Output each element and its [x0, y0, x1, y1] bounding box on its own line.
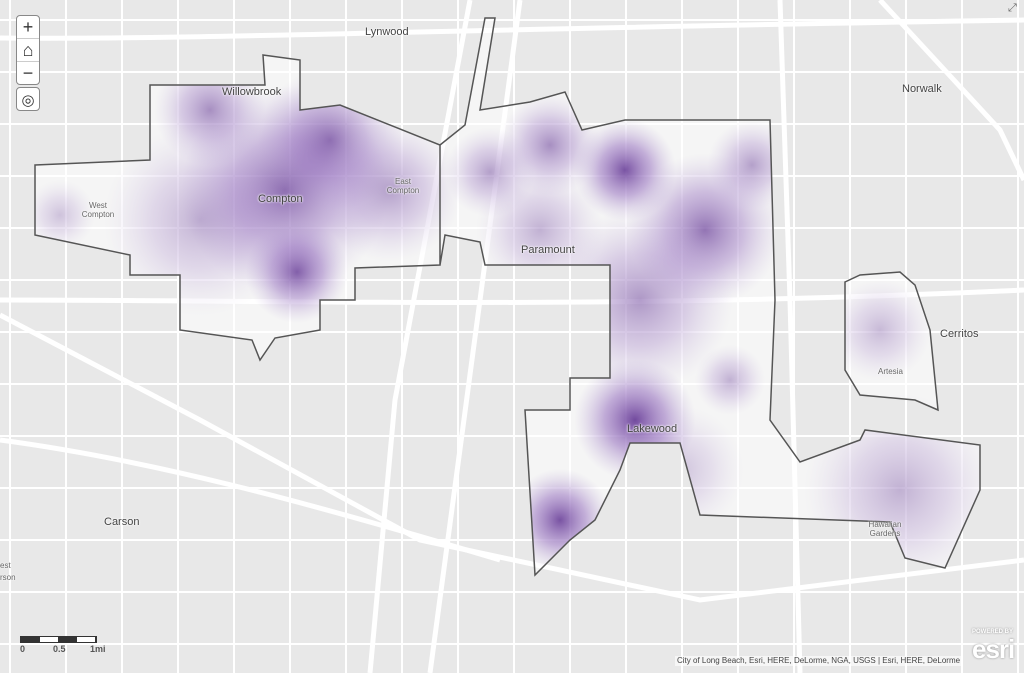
road: [0, 312, 1024, 603]
heat-spot: [828, 278, 932, 382]
place-label: East Compton: [386, 177, 420, 195]
expand-icon[interactable]: ⤢: [1008, 2, 1017, 14]
heat-spot: [35, 179, 96, 251]
place-label: Paramount: [521, 244, 575, 256]
road: [0, 437, 501, 563]
heat-spot: [694, 344, 766, 416]
locate-button[interactable]: ◎: [17, 88, 39, 110]
scale-label: 0.5: [53, 644, 66, 654]
home-icon: ⌂: [22, 40, 34, 60]
place-label: Cerritos: [940, 328, 979, 340]
place-label: rson: [0, 573, 16, 582]
service-boundary: [34, 17, 981, 577]
road: [427, 0, 523, 673]
place-label: Lakewood: [627, 423, 678, 435]
zoom-out-button[interactable]: −: [22, 63, 34, 83]
place-label: Norwalk: [902, 83, 942, 95]
scale-label: 1mi: [90, 644, 106, 654]
locate-icon: ◎: [21, 92, 35, 109]
place-label: West Compton: [81, 201, 115, 219]
zoom-in-button[interactable]: +: [17, 16, 39, 39]
place-label: Hawaiian Gardens: [868, 520, 902, 538]
road: [878, 0, 1024, 182]
heat-spot: [318, 118, 462, 262]
heat-spot: [476, 166, 604, 294]
logo-text: esri: [972, 634, 1015, 664]
place-label: Willowbrook: [222, 86, 282, 98]
place-label: Lynwood: [365, 26, 409, 38]
scale-bar: 0 0.5 1mi: [20, 636, 106, 654]
logo-tagline: POWERED BY: [972, 629, 1014, 635]
heat-spot: [508, 468, 612, 572]
road: [367, 0, 473, 673]
place-label: Carson: [104, 516, 140, 528]
esri-logo[interactable]: POWERED BY esri: [972, 628, 1015, 664]
heat-spot: [804, 394, 980, 575]
attribution: City of Long Beach, Esri, HERE, DeLorme,…: [675, 656, 963, 666]
heat-spot: [104, 124, 296, 316]
zoom-control: + ⌂ −: [16, 15, 40, 85]
place-label: Compton: [258, 193, 303, 205]
home-button[interactable]: ⌂: [17, 39, 39, 62]
place-label: Artesia: [878, 367, 903, 376]
locate-control: ◎: [16, 87, 40, 111]
scale-label: 0: [20, 644, 26, 654]
road: [777, 0, 803, 673]
place-label: est: [0, 561, 11, 570]
road: [0, 17, 1024, 41]
